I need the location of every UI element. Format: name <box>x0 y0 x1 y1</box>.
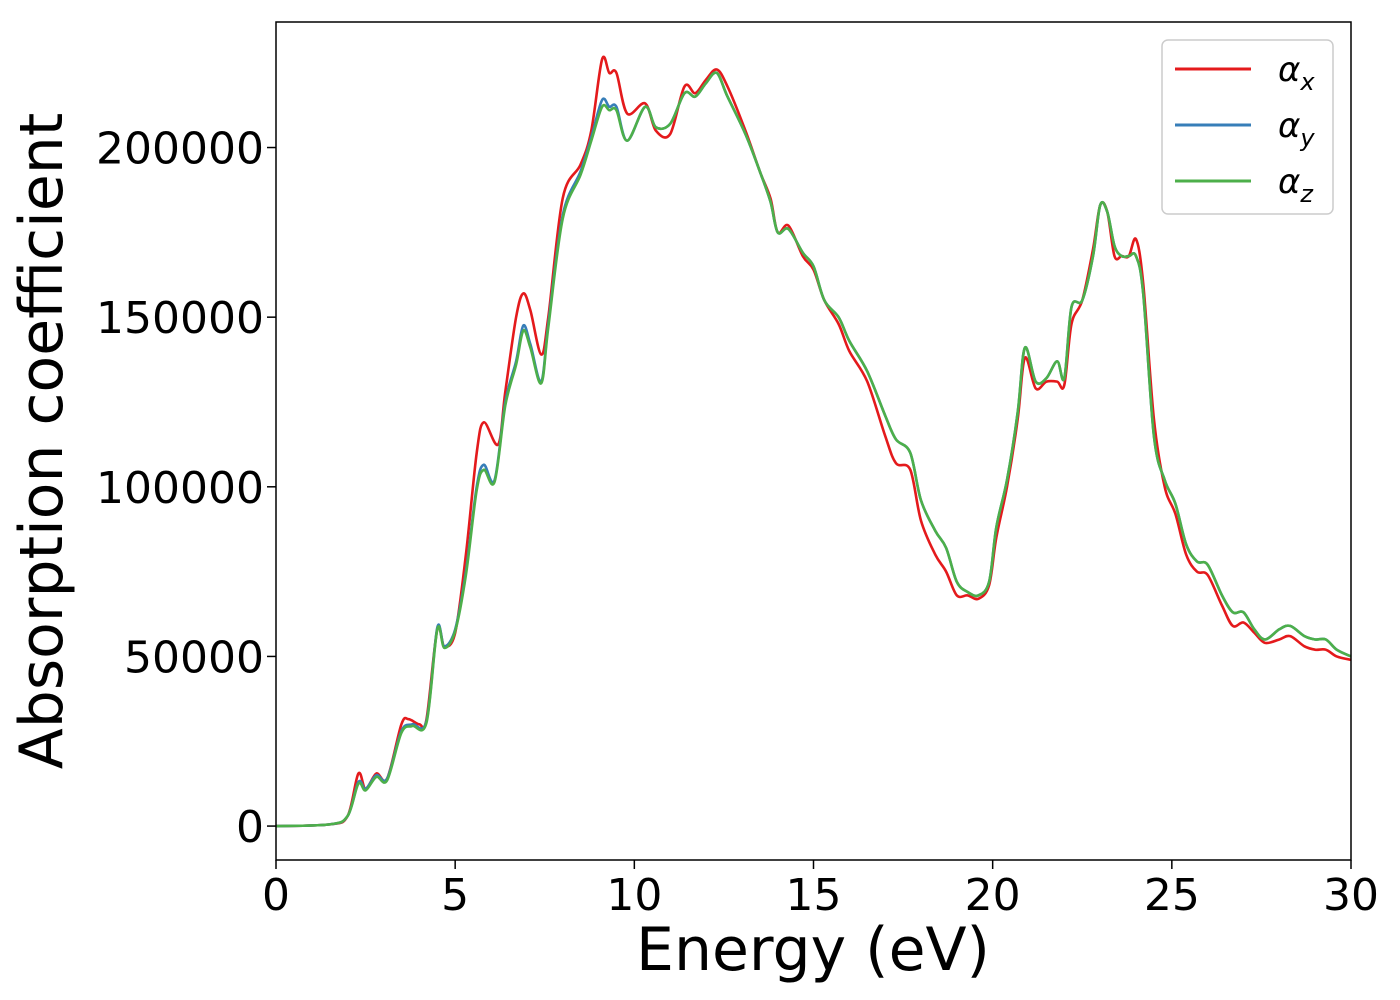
legend-label-symbol: α <box>1278 50 1300 90</box>
x-tick-label: 20 <box>965 870 1021 921</box>
series-line-alpha-x <box>276 55 1351 828</box>
x-tick-label: 25 <box>1144 870 1200 921</box>
legend-label-alpha-y: αy <box>1278 106 1315 152</box>
x-tick-label: 5 <box>441 870 469 921</box>
y-axis-label: Absorption coefficient <box>7 113 77 770</box>
x-tick-label: 10 <box>606 870 662 921</box>
series-layer <box>276 55 1351 828</box>
x-tick-label: 30 <box>1323 870 1379 921</box>
x-tick-label: 15 <box>786 870 842 921</box>
legend-label-symbol: α <box>1278 106 1300 146</box>
y-tick-label: 50000 <box>124 632 264 683</box>
series-line-alpha-z <box>276 71 1351 828</box>
x-tick-label: 0 <box>262 870 290 921</box>
y-tick-label: 150000 <box>96 293 264 344</box>
legend-label-alpha-z: αz <box>1278 162 1314 208</box>
legend-frame <box>1161 39 1334 215</box>
y-tick-label: 200000 <box>96 124 264 175</box>
legend-label-subscript: x <box>1299 68 1315 96</box>
x-axis: 0 5 10 15 20 25 30 <box>262 860 1379 921</box>
y-tick-label: 0 <box>236 802 264 853</box>
legend-label-alpha-x: αx <box>1278 50 1315 96</box>
y-axis: 0 50000 100000 150000 200000 <box>96 124 276 853</box>
x-axis-label: Energy (eV) <box>636 915 990 985</box>
legend-label-symbol: α <box>1278 162 1300 202</box>
y-tick-label: 100000 <box>96 463 264 514</box>
legend-label-subscript: z <box>1299 180 1314 208</box>
legend-label-subscript: y <box>1299 124 1315 152</box>
